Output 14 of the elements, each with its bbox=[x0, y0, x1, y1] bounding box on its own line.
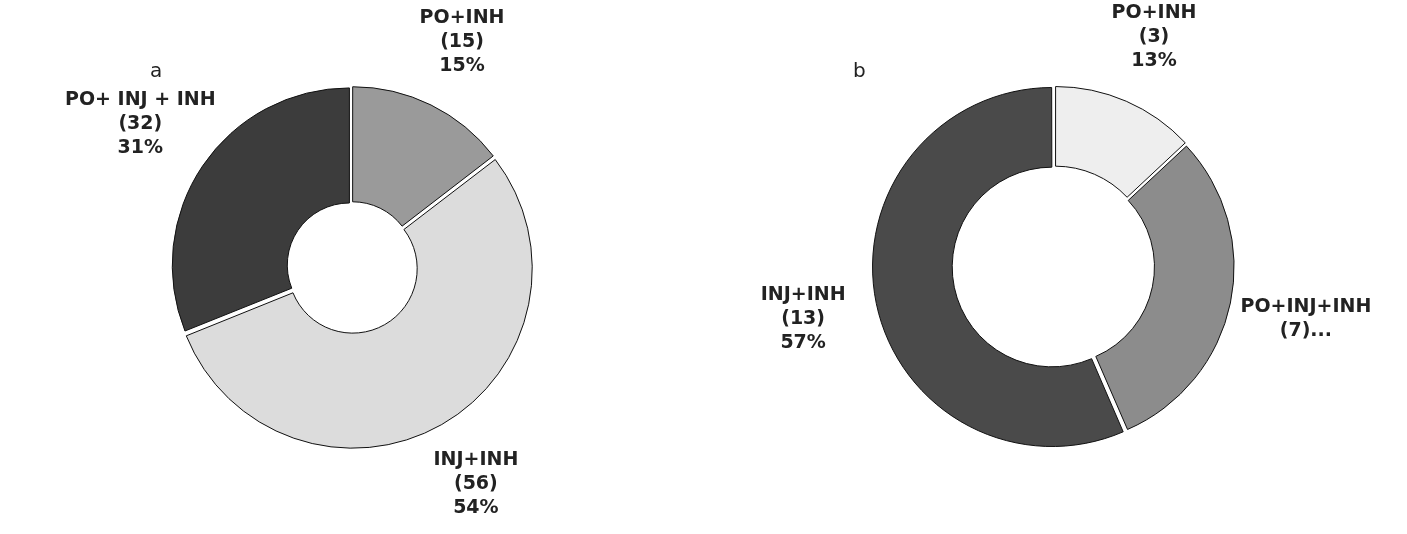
slice-label: PO+INH bbox=[1111, 0, 1197, 23]
slice-label: PO+INH bbox=[419, 4, 505, 27]
data-label: (13) 57% bbox=[780, 305, 826, 352]
slice-label: INJ+INH bbox=[433, 447, 519, 470]
data-label: (7)... bbox=[1279, 317, 1332, 340]
text: b bbox=[853, 58, 866, 83]
data-label: (3) 13% bbox=[1131, 24, 1177, 71]
data-label: (15) 15% bbox=[439, 28, 485, 75]
slice-label: INJ+INH bbox=[760, 281, 846, 304]
data-label: (32) 31% bbox=[117, 110, 164, 157]
slice-label: PO+INJ+INH bbox=[1240, 293, 1372, 316]
slice-label: PO+ INJ + INH bbox=[65, 86, 216, 109]
data-label: (56) 54% bbox=[453, 471, 499, 518]
text: a bbox=[150, 58, 163, 83]
